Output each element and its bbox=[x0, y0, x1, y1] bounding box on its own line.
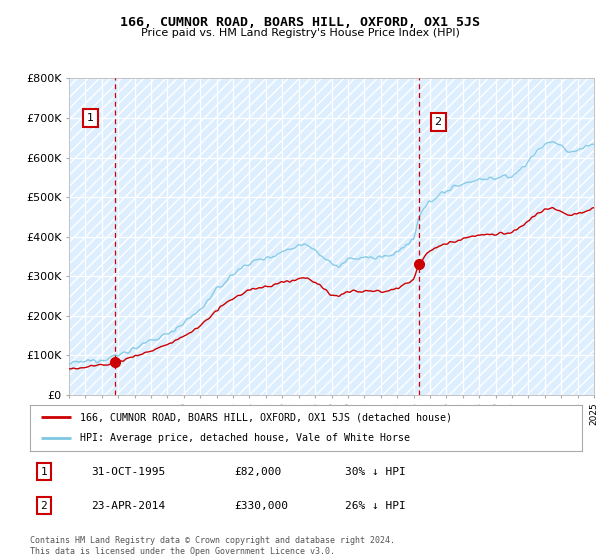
Text: 1: 1 bbox=[40, 466, 47, 477]
Text: £82,000: £82,000 bbox=[234, 466, 281, 477]
Text: 30% ↓ HPI: 30% ↓ HPI bbox=[344, 466, 406, 477]
Text: 2: 2 bbox=[434, 117, 442, 127]
Text: 166, CUMNOR ROAD, BOARS HILL, OXFORD, OX1 5JS (detached house): 166, CUMNOR ROAD, BOARS HILL, OXFORD, OX… bbox=[80, 412, 452, 422]
Text: HPI: Average price, detached house, Vale of White Horse: HPI: Average price, detached house, Vale… bbox=[80, 433, 410, 444]
Text: 166, CUMNOR ROAD, BOARS HILL, OXFORD, OX1 5JS: 166, CUMNOR ROAD, BOARS HILL, OXFORD, OX… bbox=[120, 16, 480, 29]
Text: 23-APR-2014: 23-APR-2014 bbox=[91, 501, 165, 511]
Text: 1: 1 bbox=[87, 113, 94, 123]
Text: 2: 2 bbox=[40, 501, 47, 511]
Text: Price paid vs. HM Land Registry's House Price Index (HPI): Price paid vs. HM Land Registry's House … bbox=[140, 28, 460, 38]
Text: 26% ↓ HPI: 26% ↓ HPI bbox=[344, 501, 406, 511]
Text: £330,000: £330,000 bbox=[234, 501, 288, 511]
Text: 31-OCT-1995: 31-OCT-1995 bbox=[91, 466, 165, 477]
Text: Contains HM Land Registry data © Crown copyright and database right 2024.
This d: Contains HM Land Registry data © Crown c… bbox=[30, 536, 395, 556]
